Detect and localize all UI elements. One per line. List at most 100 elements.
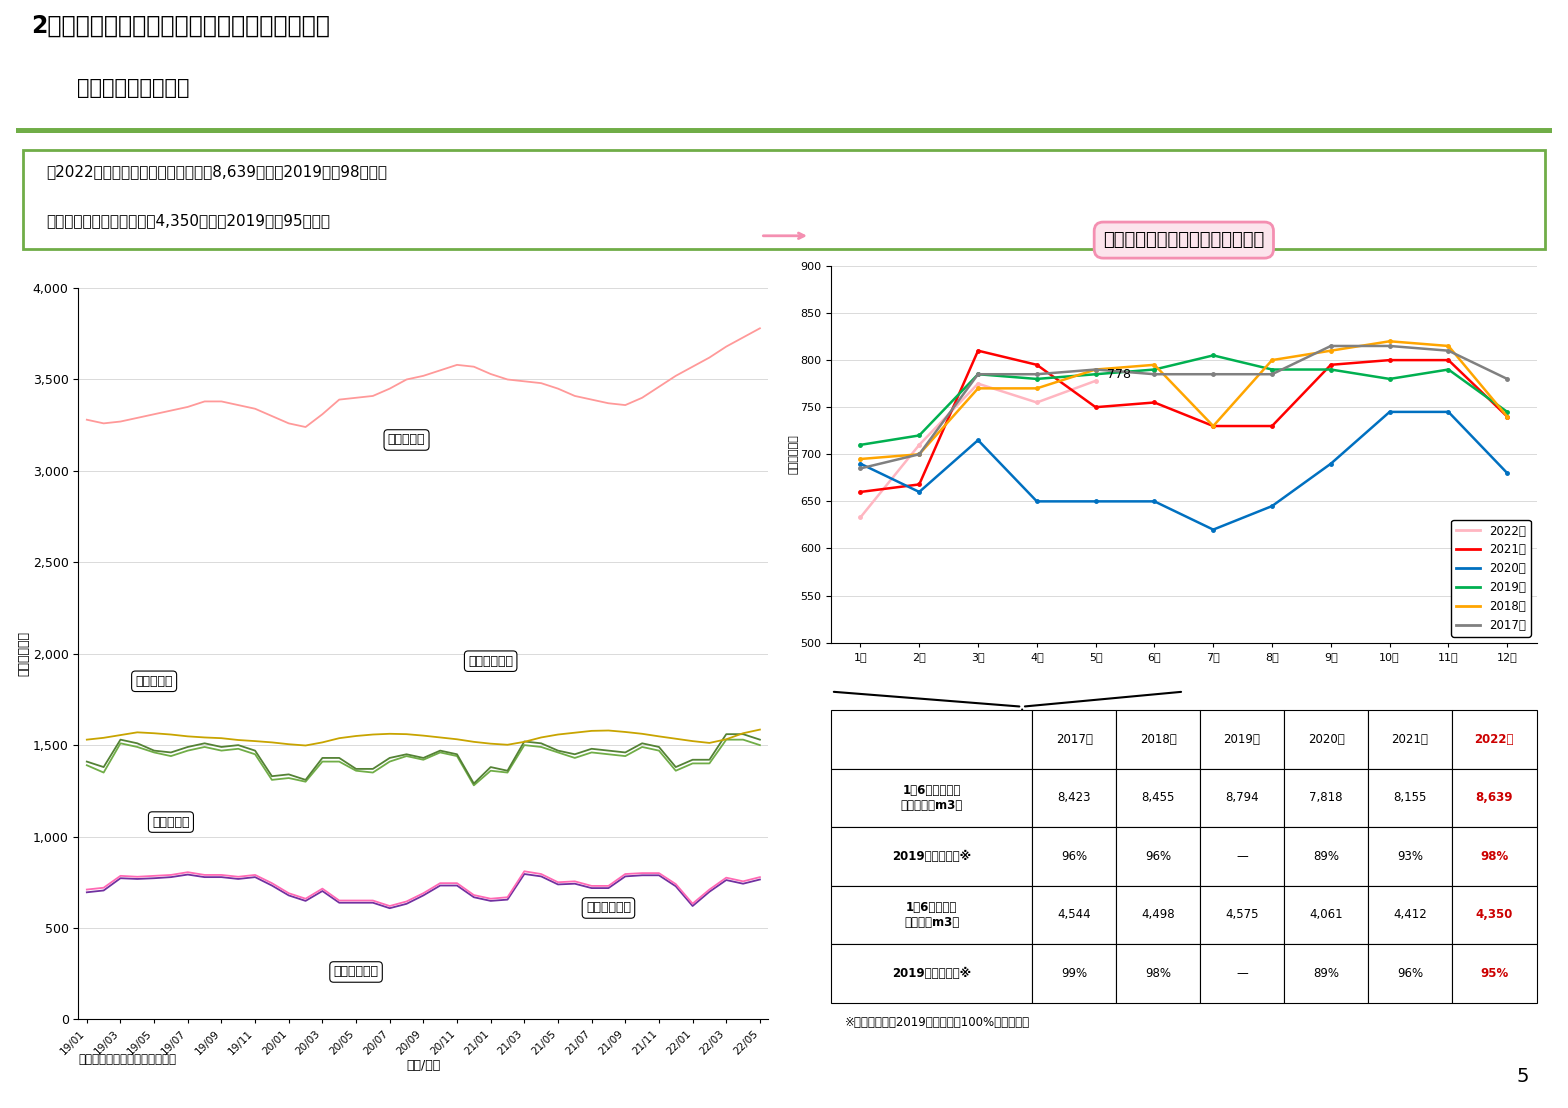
- 2017年: [969, 368, 988, 381]
- Bar: [831, 710, 1032, 769]
- 2018年: [909, 448, 928, 461]
- Text: 2019年との比較※: 2019年との比較※: [892, 850, 971, 863]
- Text: 8,423: 8,423: [1057, 791, 1091, 804]
- Y-axis label: 数量（千㎥）: 数量（千㎥）: [17, 632, 30, 676]
- 2018年: [1262, 353, 1281, 367]
- Text: 98%: 98%: [1480, 850, 1508, 863]
- 2018年: [1439, 339, 1458, 352]
- Line: 2017年: 2017年: [859, 345, 1508, 470]
- Bar: [1284, 828, 1367, 885]
- Bar: [1284, 885, 1367, 944]
- 2020年: [1262, 500, 1281, 513]
- Text: 5: 5: [1516, 1067, 1529, 1086]
- Bar: [1032, 769, 1116, 828]
- Text: —: —: [1236, 967, 1248, 979]
- 2020年: [969, 433, 988, 447]
- Bar: [1284, 769, 1367, 828]
- 2017年: [1322, 339, 1341, 352]
- Text: （１）製材（全国）: （１）製材（全国）: [77, 78, 190, 99]
- Text: 2021年: 2021年: [1391, 733, 1428, 746]
- 2020年: [1497, 466, 1516, 480]
- Bar: [1452, 944, 1537, 1003]
- Bar: [831, 828, 1032, 885]
- Text: 資料：農林水産省「製材統計」: 資料：農林水産省「製材統計」: [78, 1053, 176, 1066]
- 2017年: [851, 462, 870, 475]
- 2022年: [851, 511, 870, 524]
- 2021年: [969, 343, 988, 357]
- Bar: [1452, 710, 1537, 769]
- Bar: [1200, 828, 1284, 885]
- Legend: 2022年, 2021年, 2020年, 2019年, 2018年, 2017年: 2022年, 2021年, 2020年, 2019年, 2018年, 2017年: [1452, 520, 1530, 637]
- 2018年: [1497, 410, 1516, 423]
- Text: ・同様に製材品の出荷量は4,350千㎥（2019年比95％）。: ・同様に製材品の出荷量は4,350千㎥（2019年比95％）。: [47, 213, 331, 228]
- Text: 1〜6月原木入荷
量合計（千m3）: 1〜6月原木入荷 量合計（千m3）: [900, 784, 963, 812]
- Bar: [1116, 710, 1200, 769]
- 2019年: [1439, 363, 1458, 377]
- Text: 8,639: 8,639: [1475, 791, 1513, 804]
- Text: ・2022年１〜６月の原木の入荷量は8,639千㎥（2019年比98％）。: ・2022年１〜６月の原木の入荷量は8,639千㎥（2019年比98％）。: [47, 164, 387, 179]
- Line: 2022年: 2022年: [859, 379, 1098, 520]
- 2021年: [1262, 420, 1281, 433]
- 2018年: [1087, 363, 1105, 377]
- Text: 4,412: 4,412: [1392, 909, 1427, 922]
- 2020年: [1204, 523, 1223, 536]
- 2020年: [909, 485, 928, 499]
- Text: 4,544: 4,544: [1057, 909, 1091, 922]
- 2021年: [1439, 353, 1458, 367]
- Title: 製材品出荷量の月別推移（全国）: 製材品出荷量の月別推移（全国）: [1104, 232, 1264, 249]
- Bar: [1116, 828, 1200, 885]
- Bar: [1200, 710, 1284, 769]
- 2019年: [1087, 368, 1105, 381]
- Text: 製材品生産量: 製材品生産量: [334, 965, 378, 978]
- Line: 2019年: 2019年: [859, 353, 1508, 447]
- 2020年: [1145, 495, 1163, 509]
- 2018年: [1204, 420, 1223, 433]
- Text: ※コロナ禍前の2019年の数値を100%とした比較: ※コロナ禍前の2019年の数値を100%とした比較: [845, 1016, 1030, 1029]
- Bar: [1116, 769, 1200, 828]
- Text: 2019年: 2019年: [1223, 733, 1261, 746]
- Line: 2018年: 2018年: [859, 339, 1508, 461]
- 2017年: [909, 448, 928, 461]
- 2021年: [909, 478, 928, 491]
- Bar: [1452, 769, 1537, 828]
- 2020年: [1439, 406, 1458, 419]
- Text: 2　工場の原木等の入荷、製品の生産等の動向: 2 工場の原木等の入荷、製品の生産等の動向: [31, 13, 329, 38]
- Line: 2020年: 2020年: [859, 410, 1508, 532]
- 2019年: [1380, 372, 1399, 386]
- 2018年: [1380, 335, 1399, 348]
- Text: 原木入荷量: 原木入荷量: [135, 675, 172, 688]
- Text: 7,818: 7,818: [1309, 791, 1342, 804]
- 2019年: [1145, 363, 1163, 377]
- Text: 2017年: 2017年: [1055, 733, 1093, 746]
- Text: 2020年: 2020年: [1308, 733, 1344, 746]
- 2017年: [1204, 368, 1223, 381]
- Text: 96%: 96%: [1397, 967, 1424, 979]
- 2017年: [1497, 372, 1516, 386]
- 2017年: [1027, 368, 1046, 381]
- Text: 96%: 96%: [1145, 850, 1171, 863]
- Text: —: —: [1236, 850, 1248, 863]
- Text: 778: 778: [1107, 368, 1132, 381]
- Text: 96%: 96%: [1062, 850, 1087, 863]
- 2017年: [1262, 368, 1281, 381]
- Bar: [831, 885, 1032, 944]
- 2022年: [909, 439, 928, 452]
- Bar: [1200, 944, 1284, 1003]
- 2021年: [1322, 358, 1341, 371]
- 2018年: [969, 381, 988, 396]
- Bar: [1032, 828, 1116, 885]
- 2017年: [1087, 363, 1105, 377]
- Bar: [1200, 885, 1284, 944]
- Bar: [1284, 710, 1367, 769]
- Text: 98%: 98%: [1145, 967, 1171, 979]
- 2017年: [1380, 339, 1399, 352]
- 2020年: [851, 458, 870, 471]
- 2019年: [969, 368, 988, 381]
- 2018年: [1027, 381, 1046, 396]
- 2018年: [1322, 343, 1341, 357]
- Bar: [1032, 885, 1116, 944]
- 2021年: [851, 485, 870, 499]
- Bar: [1367, 944, 1452, 1003]
- 2022年: [1087, 375, 1105, 388]
- Text: 2018年: 2018年: [1140, 733, 1176, 746]
